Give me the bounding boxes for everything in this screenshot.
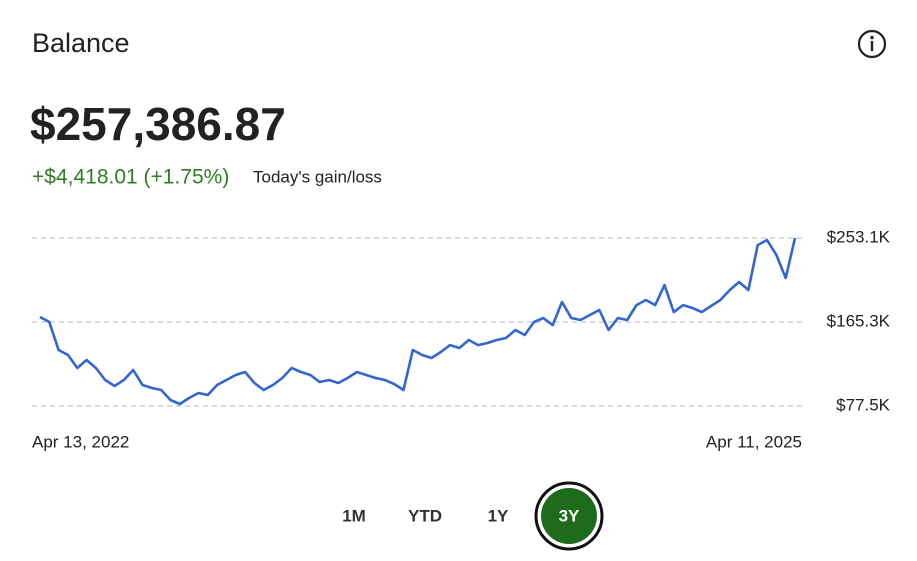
selected-fill <box>541 488 597 544</box>
title: Balance <box>32 28 130 58</box>
range-button[interactable]: YTD <box>408 506 442 525</box>
range-button[interactable]: 1Y <box>488 506 509 525</box>
change-label: Today's gain/loss <box>253 167 382 186</box>
selected-ring <box>534 481 604 551</box>
balance: $257,386.87 <box>30 98 286 150</box>
range-button[interactable]: 1M <box>342 506 366 525</box>
x-tick-label: Apr 13, 2022 <box>32 432 129 451</box>
x-tick-label: Apr 11, 2025 <box>706 432 802 451</box>
range-button[interactable]: 3Y <box>559 506 580 525</box>
info-icon[interactable] <box>857 29 887 59</box>
y-tick-label: $253.1K <box>827 227 891 246</box>
y-tick-label: $165.3K <box>827 311 891 330</box>
balance-line <box>39 237 797 406</box>
y-tick-label: $77.5K <box>836 395 891 414</box>
change: +$4,418.01 (+1.75%) <box>32 166 229 189</box>
